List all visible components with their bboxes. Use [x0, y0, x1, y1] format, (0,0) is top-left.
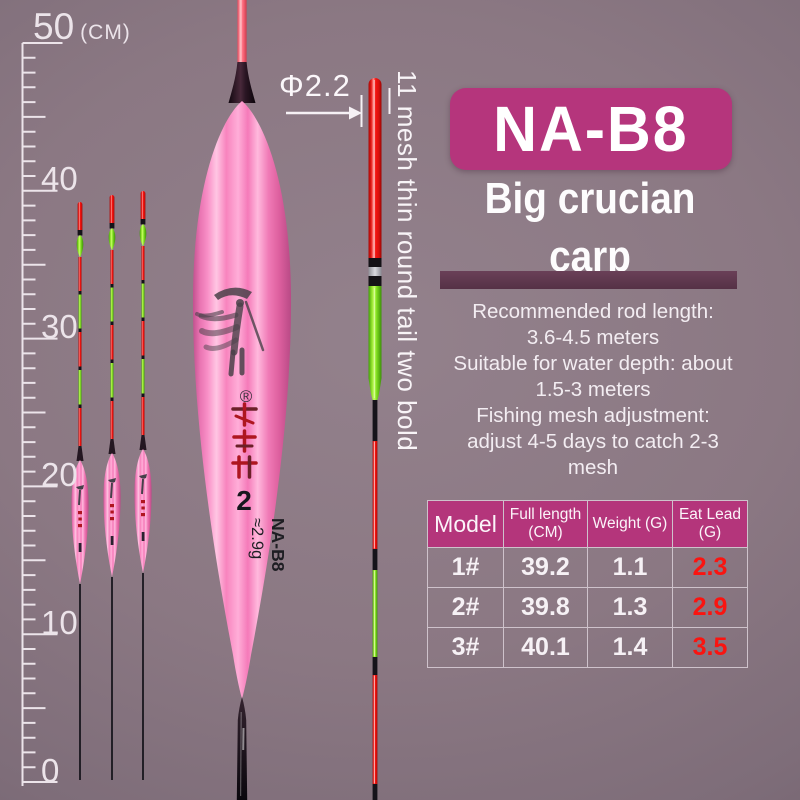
brand-calligraphy [231, 402, 258, 479]
divider-bar [440, 271, 737, 289]
small-float-1 [70, 201, 90, 780]
cell-full-length: 39.8 [503, 587, 588, 628]
diameter-annotation [286, 88, 391, 127]
big-float: ® 2 ≈2.9g NA-B8 [192, 0, 292, 800]
float-size-number: 2 [236, 485, 252, 516]
cell-model: 3# [427, 627, 504, 668]
big-float-neck [228, 62, 256, 103]
cell-weight: 1.4 [587, 627, 673, 668]
description-line: mesh [567, 456, 619, 479]
ruler [21, 42, 63, 786]
description-line: 1.5-3 meters [535, 378, 651, 401]
registered-mark: ® [240, 387, 253, 406]
small-float-3 [133, 190, 153, 780]
header-weight: Weight (G) [587, 500, 673, 548]
ruler-label-20: 20 [41, 456, 78, 493]
description: Recommended rod length: 3.6-4.5 meters S… [424, 299, 762, 481]
cell-eat-lead: 3.5 [672, 627, 748, 668]
description-line: 3.6-4.5 meters [526, 326, 660, 349]
description-line: Fishing mesh adjustment: [476, 404, 710, 427]
diameter-label: Φ2.2 [279, 68, 351, 103]
spec-table: Model Full length (CM) Weight (G) Eat Le… [427, 500, 748, 668]
ruler-label-50: 50 [33, 6, 75, 47]
cell-full-length: 40.1 [503, 627, 588, 668]
header-model: Model [427, 500, 504, 548]
cell-weight: 1.3 [587, 587, 673, 628]
ruler-label-0: 0 [41, 752, 60, 789]
cell-weight: 1.1 [587, 547, 673, 588]
ruler-unit: (CM) [80, 21, 131, 44]
cell-model: 1# [427, 547, 504, 588]
subtitle-line-1: Big crucian [484, 174, 696, 223]
table-row: 3# 40.1 1.4 3.5 [427, 627, 748, 668]
header-eat-lead: Eat Lead (G) [672, 500, 748, 548]
big-float-stem [236, 697, 248, 800]
table-row: 2# 39.8 1.3 2.9 [427, 587, 748, 628]
description-line: Suitable for water depth: about [453, 352, 733, 375]
vertical-note: 11 mesh thin round tail two bold [392, 70, 422, 452]
spec-table-header-row: Model Full length (CM) Weight (G) Eat Le… [427, 500, 748, 548]
ruler-top-label: 50 (CM) [33, 6, 131, 48]
model-badge-text: NA-B8 [493, 93, 689, 165]
cell-full-length: 39.2 [503, 547, 588, 588]
warrior-ink-figure [195, 287, 265, 377]
description-line: Recommended rod length: [472, 300, 714, 323]
float-model-label: NA-B8 [268, 518, 288, 572]
spec-table-wrap: Model Full length (CM) Weight (G) Eat Le… [427, 500, 748, 668]
big-float-antenna [237, 0, 247, 64]
thin-float [368, 78, 382, 800]
float-weight-label: ≈2.9g [248, 518, 266, 559]
model-badge: NA-B8 [450, 88, 732, 170]
header-full-length: Full length (CM) [503, 500, 588, 548]
table-row: 1# 39.2 1.1 2.3 [427, 547, 748, 588]
cell-eat-lead: 2.3 [672, 547, 748, 588]
big-float-body [192, 101, 292, 699]
ruler-label-10: 10 [41, 604, 78, 641]
ruler-label-30: 30 [41, 308, 78, 345]
description-line: adjust 4-5 days to catch 2-3 [467, 430, 719, 453]
cell-model: 2# [427, 587, 504, 628]
small-float-2 [102, 194, 122, 780]
ruler-label-40: 40 [41, 160, 78, 197]
cell-eat-lead: 2.9 [672, 587, 748, 628]
diameter-arrow-icon [349, 106, 362, 120]
